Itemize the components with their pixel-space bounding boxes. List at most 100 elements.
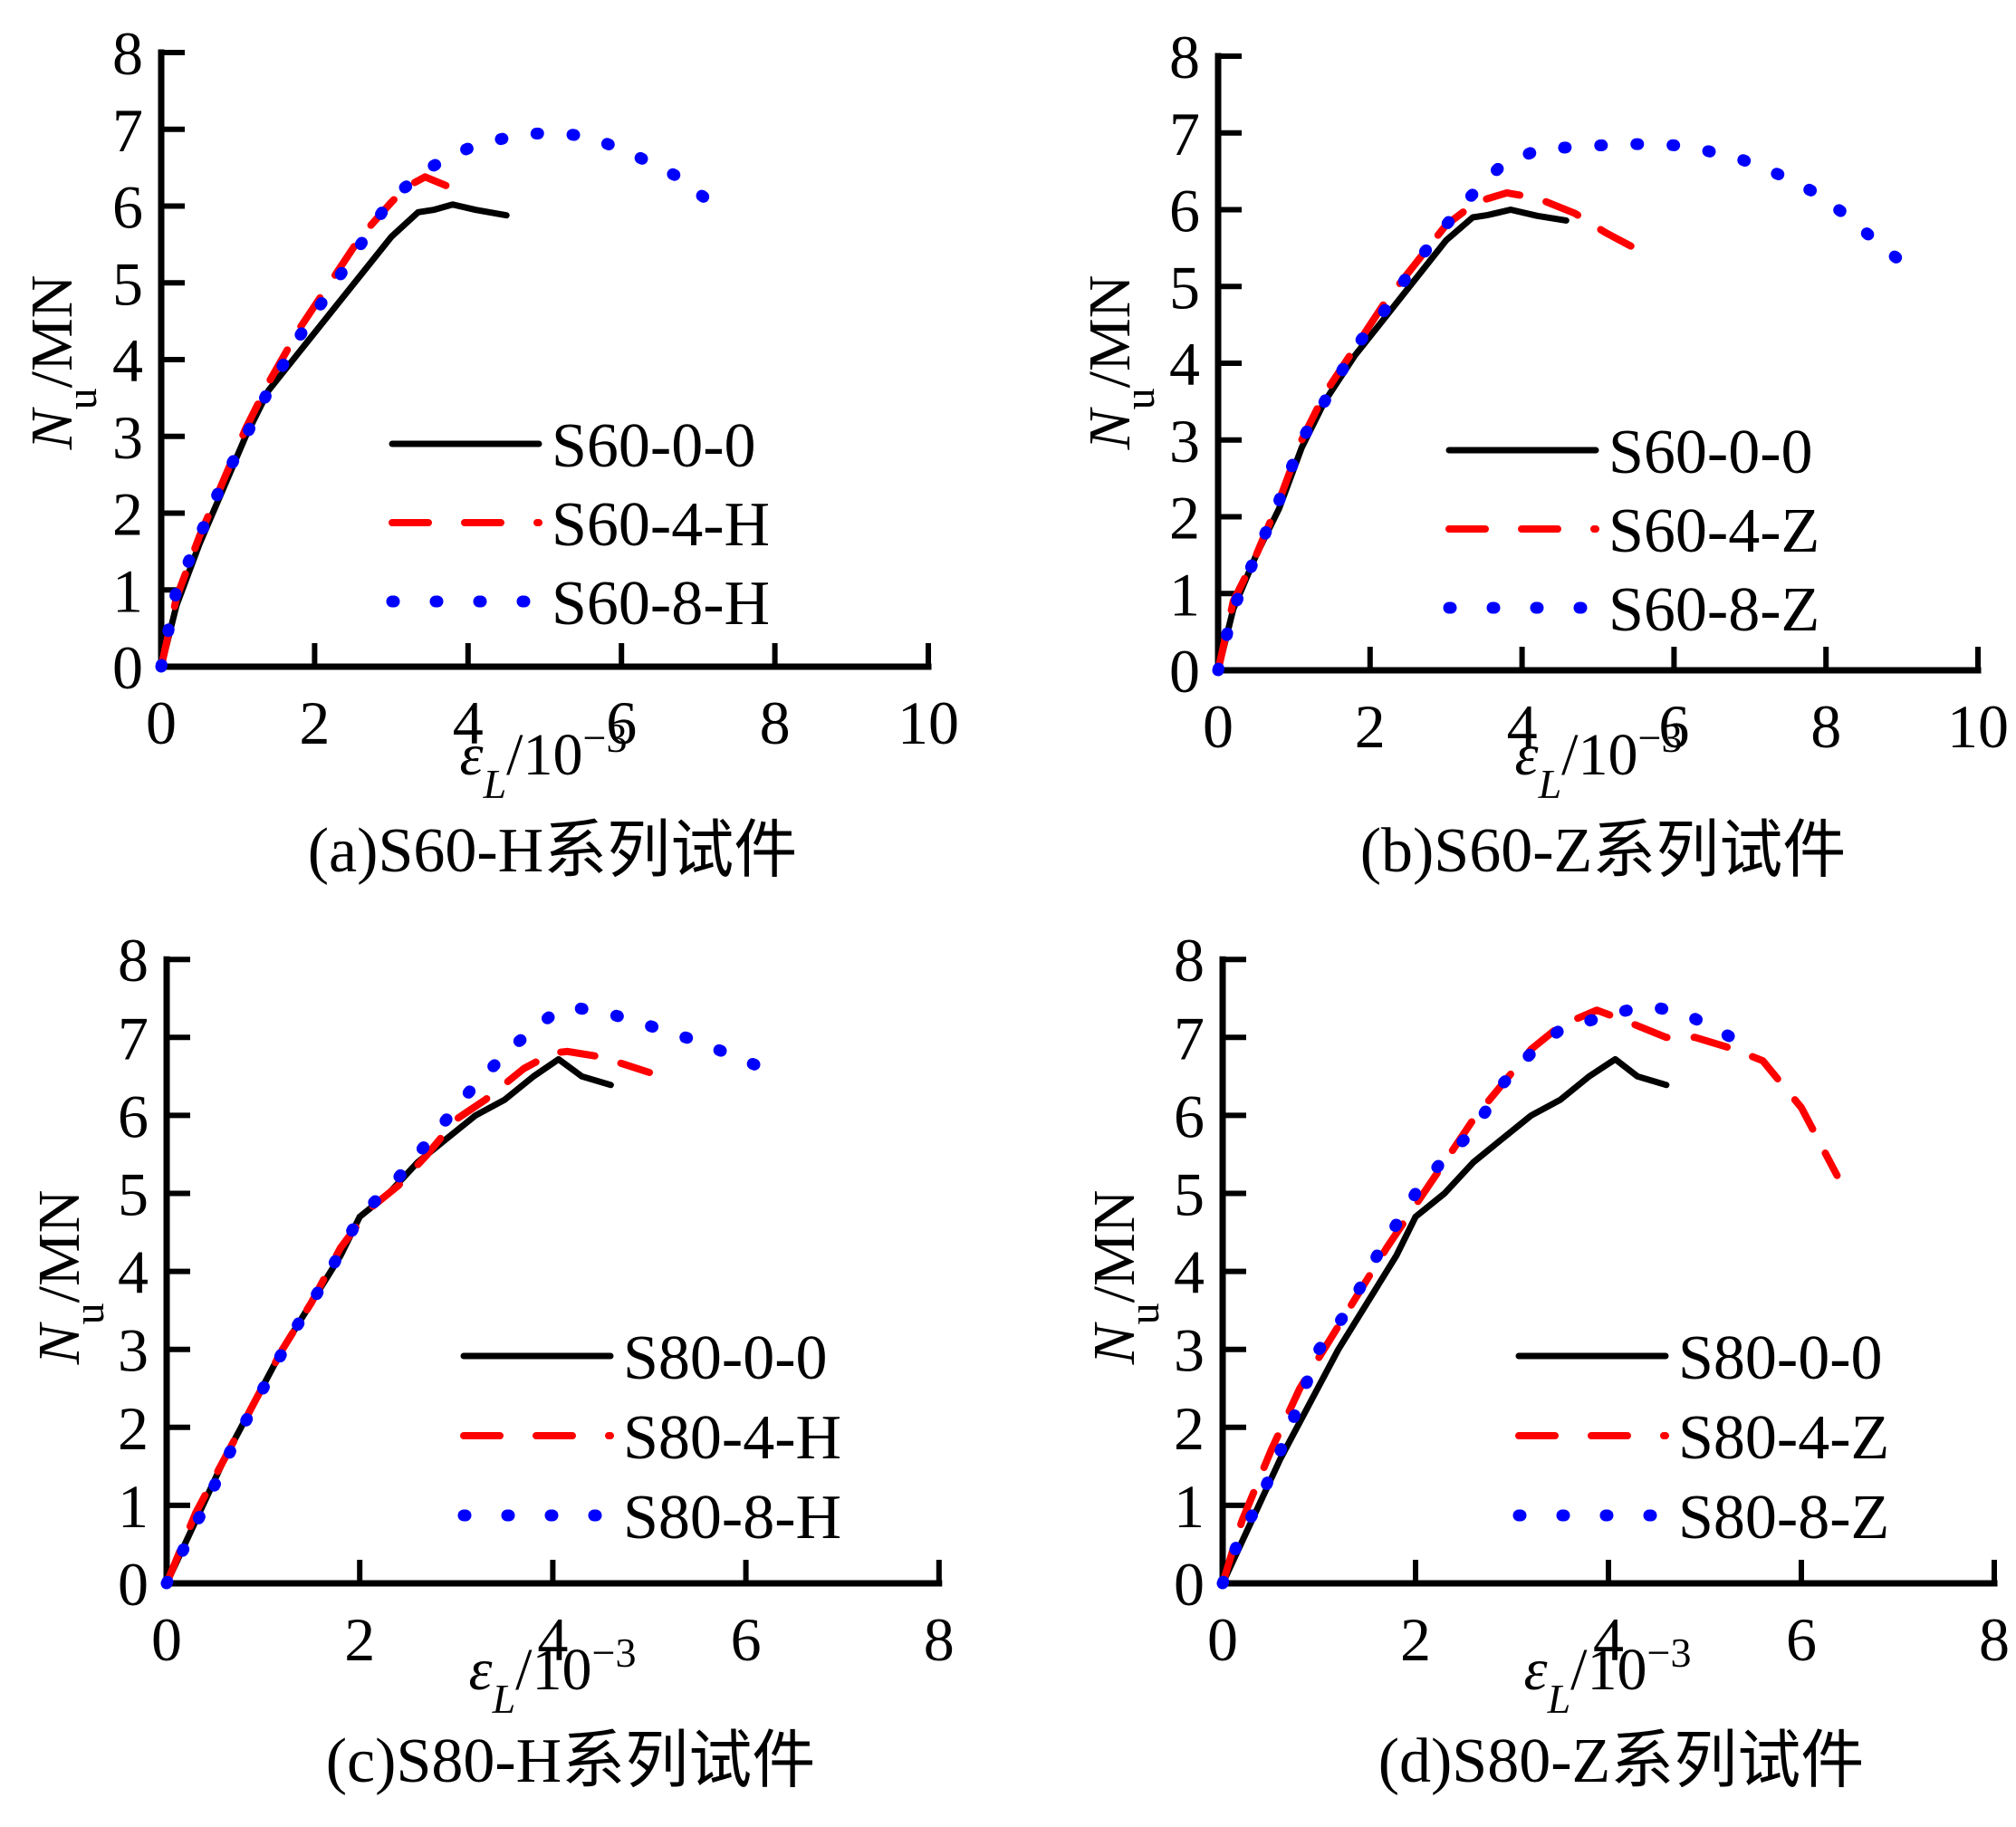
legend-label: S80-4-H: [623, 1403, 841, 1473]
series-line-S60-8-H: [155, 126, 720, 673]
y-tick-label: 8: [1174, 926, 1205, 995]
y-tick-label: 6: [1174, 1082, 1205, 1150]
series-group: [1212, 138, 1920, 677]
series-group: [155, 126, 720, 673]
x-tick-label: 0: [146, 688, 177, 757]
x-tick-label: 4: [537, 1605, 568, 1674]
panel-caption: (a)S60-H系列试件: [308, 816, 797, 886]
y-tick-label: 4: [1169, 330, 1200, 399]
y-tick-label: 6: [112, 173, 143, 242]
y-tick-label: 0: [112, 633, 143, 702]
y-tick-label: 3: [1169, 407, 1200, 476]
legend-label: S80-0-0: [1678, 1323, 1883, 1393]
x-tick-label: 2: [299, 688, 330, 757]
x-tick-label: 2: [344, 1605, 375, 1674]
x-tick-label: 2: [1400, 1605, 1431, 1674]
y-axis-label: Nu/MN: [1081, 1190, 1168, 1366]
x-tick-label: 0: [1203, 692, 1234, 761]
y-tick-label: 3: [118, 1316, 149, 1385]
y-tick-label: 4: [112, 326, 143, 395]
x-axis-label: εL/10−3: [469, 1630, 637, 1722]
y-axis-label: Nu/MN: [19, 275, 106, 451]
y-tick-label: 7: [1169, 100, 1200, 168]
y-tick-label: 7: [1174, 1004, 1205, 1072]
y-tick-label: 0: [1174, 1550, 1205, 1619]
panel-caption: (b)S60-Z系列试件: [1360, 816, 1847, 886]
legend-label: S60-8-H: [552, 569, 770, 639]
x-tick-label: 6: [731, 1605, 762, 1674]
legend: S60-0-0 S60-4-H S60-8-H: [386, 411, 770, 639]
x-tick-label: 8: [1810, 692, 1841, 761]
y-tick-label: 1: [112, 556, 143, 625]
x-tick-label: 4: [1507, 692, 1538, 761]
series-line-S80-8-H: [160, 1001, 767, 1590]
series-group: [1216, 1000, 1841, 1590]
y-tick-label: 0: [1169, 637, 1200, 706]
y-tick-label: 4: [118, 1238, 149, 1307]
y-axis-label: Nu/MN: [26, 1190, 113, 1366]
x-axis-label: εL/10−3: [1524, 1630, 1692, 1722]
legend-label: S80-8-Z: [1678, 1483, 1889, 1553]
y-tick-label: 1: [1169, 560, 1200, 629]
x-tick-label: 10: [1947, 692, 2009, 761]
y-tick-label: 6: [118, 1082, 149, 1150]
y-tick-label: 5: [1174, 1160, 1205, 1229]
legend-label: S60-4-H: [552, 490, 770, 560]
x-tick-label: 0: [151, 1605, 182, 1674]
legend-label: S80-0-0: [623, 1323, 828, 1393]
legend-label: S60-0-0: [1608, 418, 1813, 487]
legend-label: S80-8-H: [623, 1483, 841, 1553]
series-line-S80-0-0: [1219, 1055, 1670, 1587]
series-line-S60-8-Z: [1212, 138, 1920, 677]
y-tick-label: 0: [118, 1550, 149, 1619]
x-axis-label: εL/10−3: [1515, 715, 1683, 807]
legend-label: S80-4-Z: [1678, 1403, 1889, 1473]
legend: S60-0-0 S60-4-Z S60-8-Z: [1443, 418, 1819, 645]
legend-label: S60-4-Z: [1608, 496, 1819, 566]
x-tick-label: 8: [760, 688, 791, 757]
y-tick-label: 7: [112, 96, 143, 165]
x-axis-label: εL/10−3: [460, 715, 628, 807]
series-line-S80-4-H: [163, 1047, 653, 1587]
legend-label: S60-0-0: [552, 411, 756, 481]
x-tick-label: 8: [924, 1605, 955, 1674]
y-tick-label: 5: [118, 1160, 149, 1229]
y-tick-label: 6: [1169, 177, 1200, 245]
y-axis-label: Nu/MN: [1077, 275, 1164, 451]
x-tick-label: 6: [1786, 1605, 1817, 1674]
y-tick-label: 2: [118, 1394, 149, 1463]
y-tick-label: 2: [112, 480, 143, 549]
x-tick-label: 10: [898, 688, 959, 757]
y-tick-label: 5: [112, 249, 143, 318]
legend-label: S60-8-Z: [1608, 575, 1819, 645]
y-tick-label: 2: [1174, 1394, 1205, 1463]
y-tick-label: 8: [1169, 23, 1200, 91]
y-tick-label: 7: [118, 1004, 149, 1072]
legend: S80-0-0 S80-4-H S80-8-H: [457, 1323, 841, 1553]
panel-caption: (d)S80-Z系列试件: [1378, 1726, 1865, 1796]
panel-caption: (c)S80-H系列试件: [326, 1726, 815, 1796]
y-tick-label: 3: [112, 403, 143, 472]
y-tick-label: 2: [1169, 484, 1200, 553]
x-tick-label: 8: [1979, 1605, 2010, 1674]
y-tick-label: 1: [1174, 1472, 1205, 1541]
y-tick-label: 1: [118, 1472, 149, 1541]
y-tick-label: 3: [1174, 1316, 1205, 1385]
x-tick-label: 0: [1207, 1605, 1238, 1674]
y-tick-label: 8: [118, 926, 149, 995]
y-tick-label: 5: [1169, 253, 1200, 322]
x-tick-label: 4: [1593, 1605, 1624, 1674]
y-tick-label: 4: [1174, 1238, 1205, 1307]
x-tick-label: 6: [1658, 692, 1689, 761]
series-group: [160, 1001, 767, 1590]
y-tick-label: 8: [112, 19, 143, 88]
